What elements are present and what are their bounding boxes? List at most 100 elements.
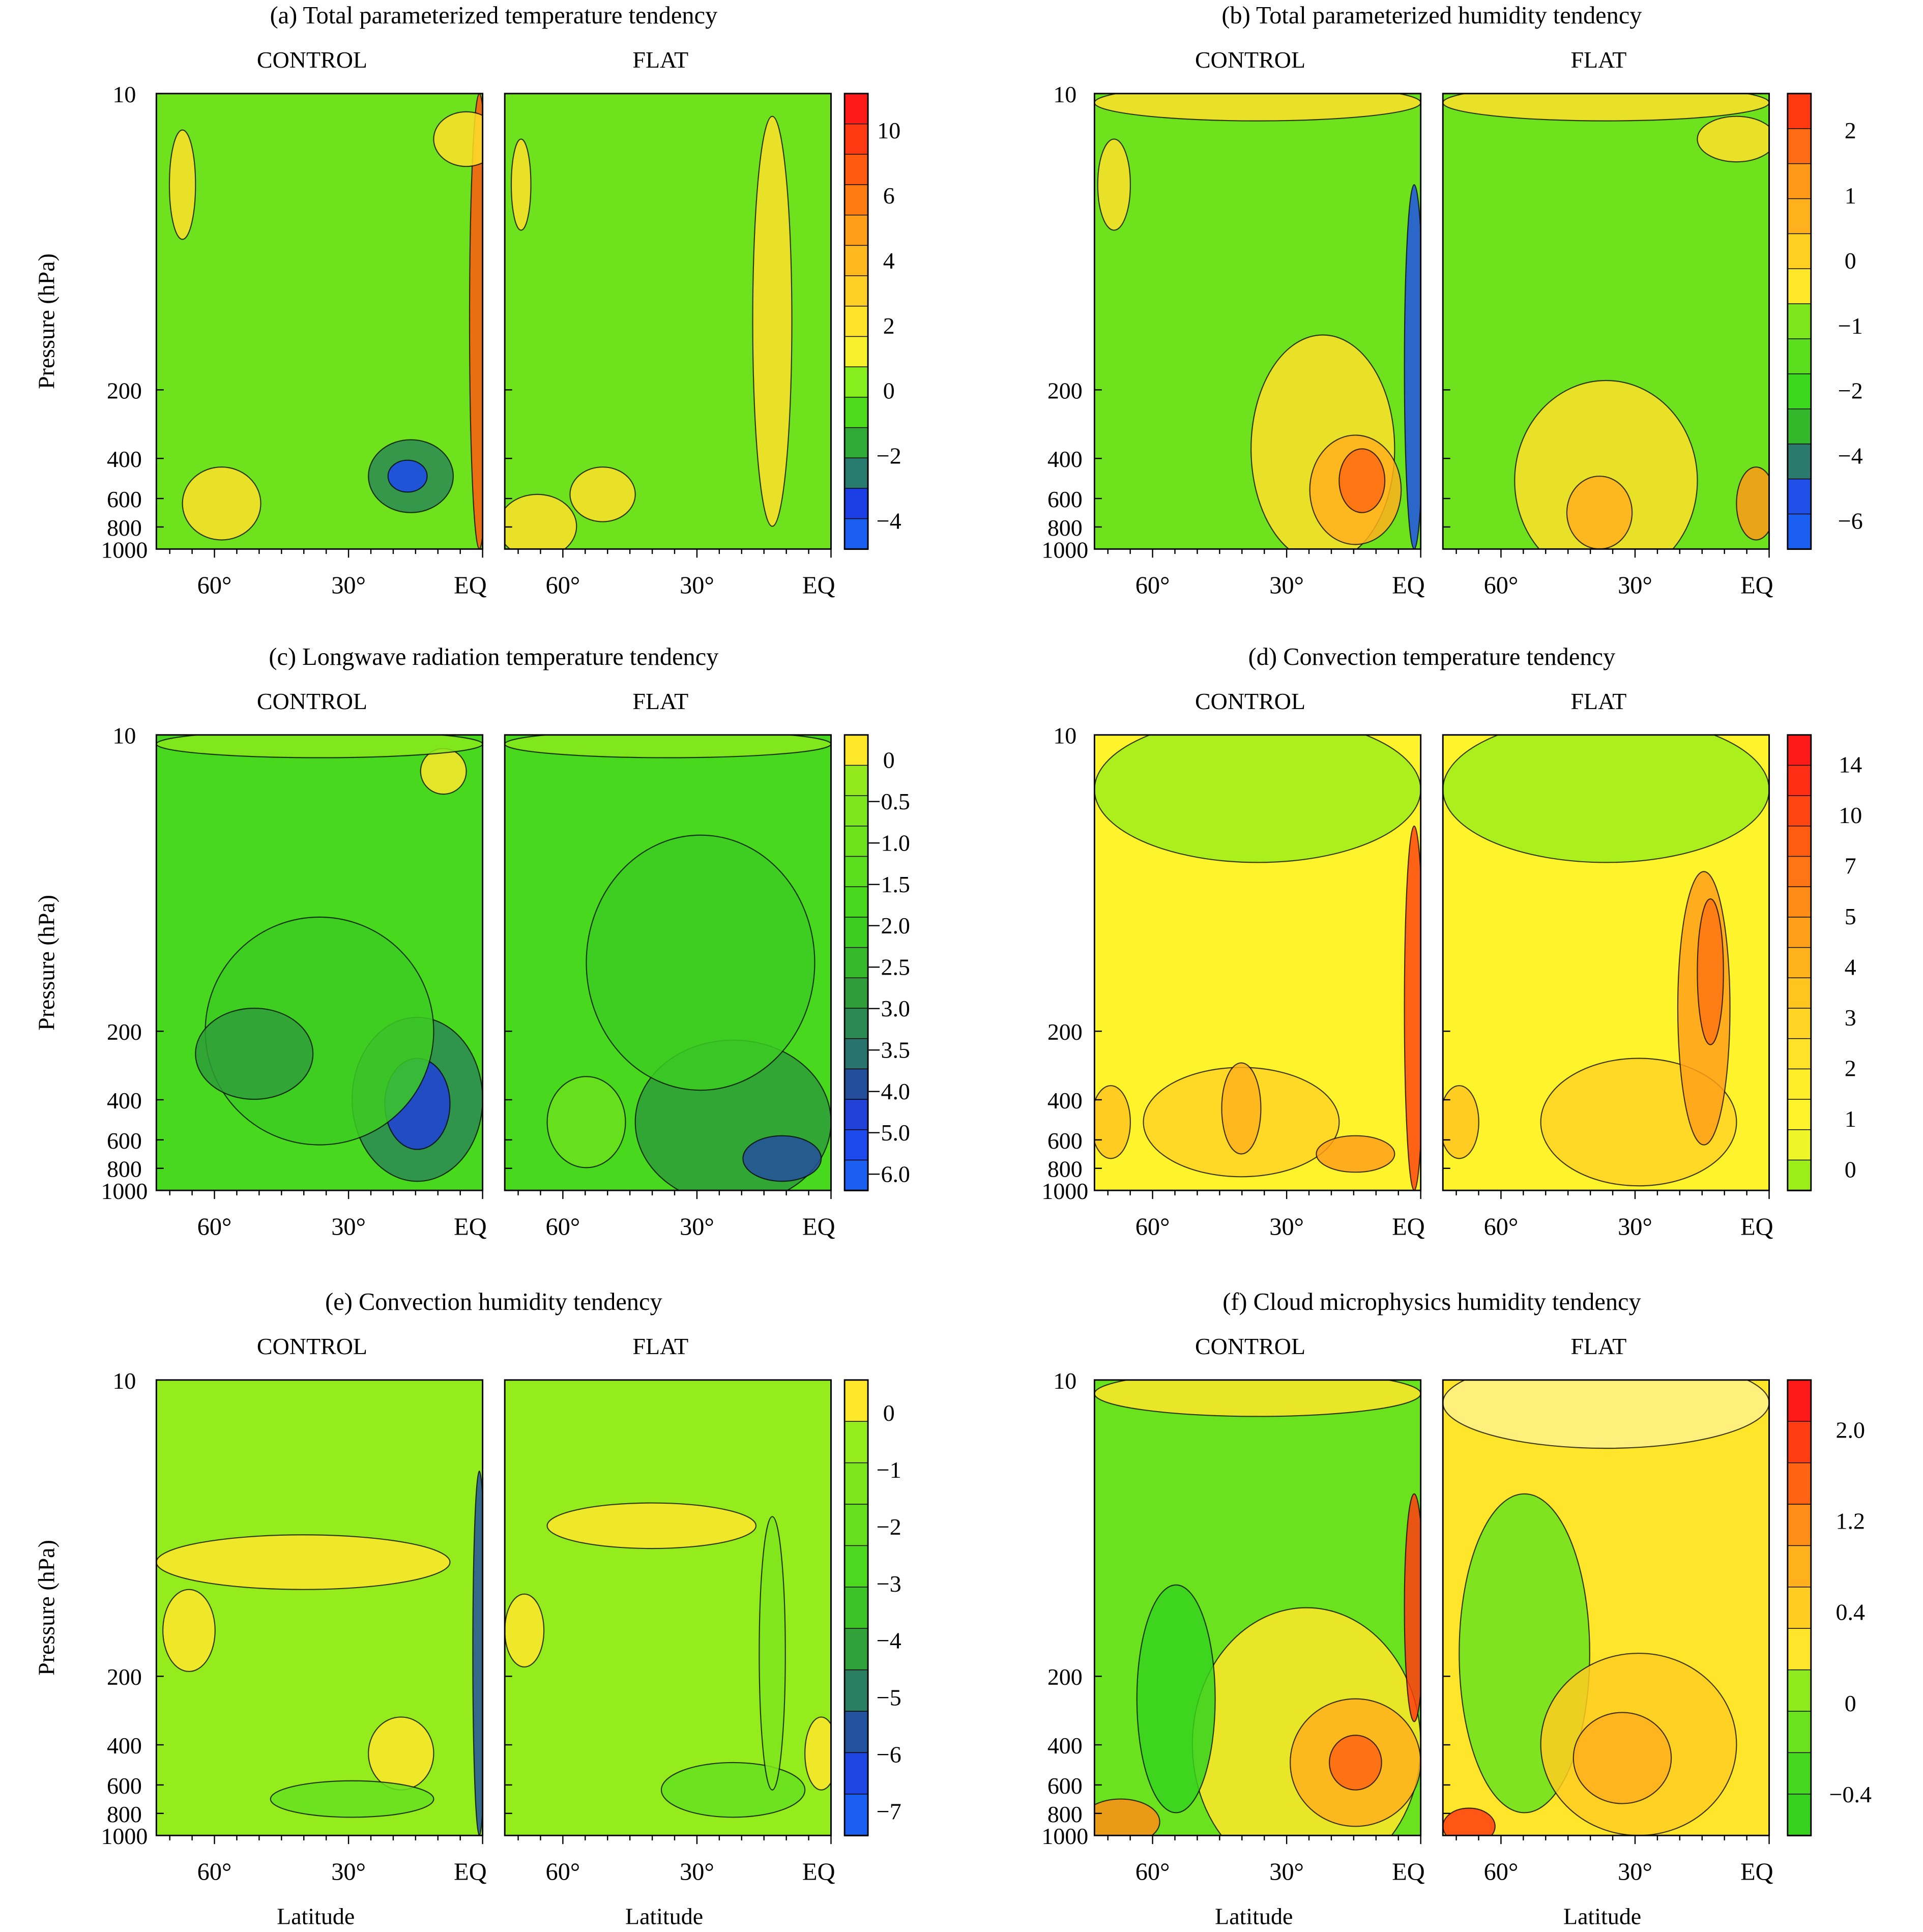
- panel-b: (b) Total parameterized humidity tendenc…: [1041, 2, 1862, 599]
- colorbar-segment: [844, 1545, 868, 1588]
- colorbar-label: 10: [1839, 802, 1862, 828]
- y-tick-label: 1000: [101, 537, 148, 563]
- contour-blob: [270, 1780, 434, 1818]
- colorbar-segment: [1787, 1669, 1812, 1712]
- column-title: CONTROL: [1195, 47, 1305, 73]
- panel-title: (d) Convection temperature tendency: [1248, 643, 1616, 670]
- y-tick-label: 200: [107, 1019, 142, 1045]
- contour-field: [156, 93, 483, 549]
- panel-a: (a) Total parameterized temperature tend…: [33, 2, 901, 599]
- colorbar-label: −2.5: [868, 954, 910, 980]
- colorbar-segment: [844, 1038, 868, 1070]
- colorbar-label: 0: [1845, 1157, 1856, 1183]
- y-tick-label: 1000: [1041, 1823, 1088, 1849]
- colorbar-segment: [844, 947, 868, 979]
- contour-blob: [1736, 466, 1769, 541]
- contour-blob: [387, 459, 428, 493]
- contour-field: [1094, 93, 1421, 549]
- contour-blob: [1443, 93, 1769, 122]
- contour-blob: [505, 493, 577, 549]
- colorbar-segment: [844, 1628, 868, 1671]
- x-tick-label: 60°: [197, 572, 232, 599]
- colorbar-frame: [1787, 93, 1812, 550]
- y-tick-label: 800: [1047, 1156, 1083, 1182]
- colorbar-label: 14: [1839, 752, 1862, 778]
- contour-blob: [752, 115, 793, 527]
- contour-blob: [156, 735, 483, 758]
- column-title: FLAT: [1570, 47, 1626, 73]
- colorbar-segment: [1787, 1159, 1812, 1191]
- x-axis-label: Latitude: [1215, 1903, 1293, 1929]
- x-tick-label: 60°: [1135, 572, 1170, 599]
- contour-blob: [420, 748, 467, 795]
- contour-blob: [168, 129, 196, 240]
- y-tick-label: 10: [112, 723, 136, 749]
- colorbar-label: 3: [1845, 1005, 1856, 1031]
- contour-blob: [1443, 1085, 1479, 1159]
- colorbar-label: −2: [877, 443, 901, 469]
- x-tick-label: 30°: [331, 572, 366, 599]
- colorbar-segment: [844, 123, 868, 156]
- colorbar-segment: [1787, 1038, 1812, 1070]
- colorbar-label: 2: [1845, 1056, 1856, 1081]
- contour-blob: [759, 1516, 786, 1791]
- contour-blob: [1572, 1712, 1672, 1804]
- panel-e: (e) Convection humidity tendency Pressure…: [33, 1289, 901, 1929]
- colorbar-segment: [844, 1068, 868, 1100]
- colorbar-frame: [1787, 734, 1812, 1191]
- colorbar-label: 1: [1845, 1106, 1856, 1132]
- colorbar-label: 0: [883, 378, 895, 404]
- contour-field: [505, 93, 831, 549]
- contour-blob: [546, 1076, 626, 1168]
- colorbar-segment: [844, 336, 868, 368]
- contour-field: [156, 735, 483, 1191]
- x-tick-label: 60°: [197, 1858, 232, 1885]
- column-title: CONTROL: [1195, 1333, 1305, 1359]
- plot-frame: [1093, 1379, 1422, 1836]
- colorbar-segment: [1787, 233, 1812, 270]
- contour-blob: [1443, 1380, 1769, 1449]
- y-tick-label: 200: [107, 377, 142, 403]
- plot-frame: [504, 734, 832, 1191]
- colorbar-segment: [1787, 1008, 1812, 1040]
- y-tick-label: 200: [1047, 377, 1083, 403]
- x-tick-label: 30°: [1269, 1213, 1304, 1240]
- contour-blob: [472, 1470, 483, 1836]
- y-tick-label: 400: [1047, 1733, 1083, 1759]
- y-tick-label: 10: [1053, 723, 1076, 749]
- colorbar-label: −5.0: [868, 1120, 910, 1146]
- y-tick-label: 1000: [1041, 1178, 1088, 1204]
- x-tick-label: 60°: [197, 1213, 232, 1240]
- contour-blob: [162, 1589, 216, 1672]
- colorbar-frame: [1787, 1379, 1812, 1836]
- colorbar-label: −1.0: [868, 830, 910, 856]
- colorbar-segment: [844, 366, 868, 398]
- colorbar-label: 4: [1845, 954, 1856, 980]
- panel-c: (c) Longwave radiation temperature tende…: [33, 643, 910, 1240]
- x-tick-label: 30°: [680, 1858, 714, 1885]
- colorbar-segment: [1787, 1545, 1812, 1588]
- y-axis-label: Pressure (hPa): [33, 1540, 59, 1676]
- contour-blob: [1094, 1380, 1421, 1417]
- x-tick-label: EQ: [454, 572, 487, 599]
- contour-blob: [569, 466, 636, 522]
- colorbar-segment: [844, 795, 868, 827]
- colorbar-frame: [843, 93, 869, 550]
- panel-f: (f) Cloud microphysics humidity tendency…: [1041, 1289, 1872, 1929]
- y-tick-label: 600: [1047, 1773, 1083, 1799]
- colorbar-segment: [1787, 408, 1812, 445]
- colorbar-segment: [844, 1099, 868, 1131]
- colorbar-segment: [1787, 1711, 1812, 1754]
- x-tick-label: 60°: [1135, 1858, 1170, 1885]
- panel-title: (a) Total parameterized temperature tend…: [270, 2, 718, 29]
- colorbar-frame: [843, 734, 869, 1191]
- y-tick-label: 600: [107, 486, 142, 512]
- x-tick-label: 30°: [331, 1213, 366, 1240]
- colorbar-segment: [1787, 163, 1812, 200]
- plot-frame: [1442, 1379, 1770, 1836]
- x-tick-label: EQ: [1392, 1213, 1425, 1240]
- colorbar-segment: [1787, 1421, 1812, 1464]
- x-tick-label: EQ: [1740, 1213, 1773, 1240]
- x-tick-label: 60°: [546, 572, 580, 599]
